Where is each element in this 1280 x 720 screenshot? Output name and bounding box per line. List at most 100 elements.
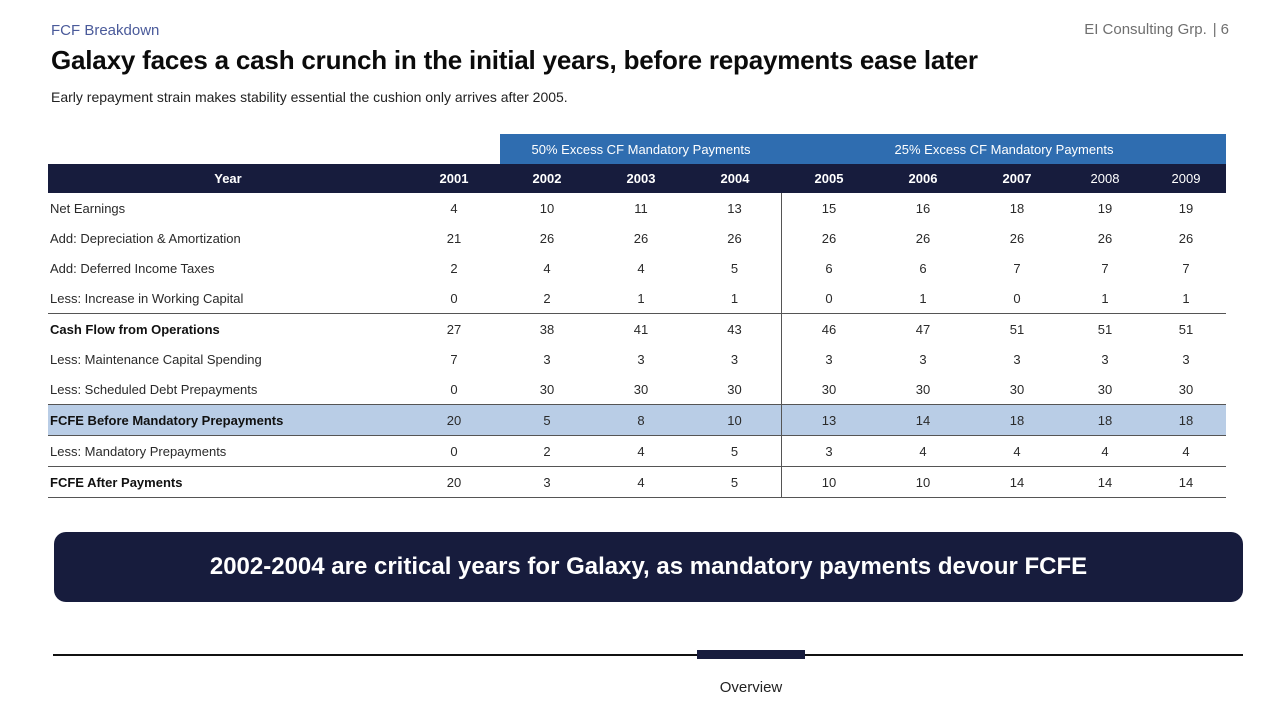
table-cell: 30 [1178,381,1194,397]
table-cell: 51 [1178,321,1194,337]
table-cell: 2 [450,260,458,276]
table-row: FCFE Before Mandatory Prepayments 20 5 8 10 1… [48,404,1226,436]
table-cell: 3 [543,474,551,490]
table-cell: 4 [637,443,645,459]
table-cell: 4 [637,260,645,276]
table-cell: 18 [1178,412,1194,428]
table-cell: 2 [543,290,551,306]
table-cell: 1 [919,290,927,306]
table-cell: 5 [688,467,782,497]
table-cell: 46 [821,321,837,337]
table-cell: 4 [1182,443,1190,459]
table-cell: 26 [821,230,837,246]
table-cell: 26 [688,223,782,253]
row-label: Net Earnings [50,200,126,216]
footer-rule [53,654,1243,656]
page-number: 6 [1220,21,1229,38]
table-cell: 14 [1097,474,1113,490]
table-cell: 7 [1182,260,1190,276]
table-row: Add: Deferred Income Taxes 2 4 4 5 6 6 7 7 7 [48,253,1226,283]
table-cell: 2 [543,443,551,459]
footer-rule-marker [697,650,805,659]
row-label: FCFE After Payments [50,474,183,490]
year-header: 2001 [439,171,469,186]
table-cell: 47 [915,321,931,337]
table-cell: 10 [915,474,931,490]
table-row: Net Earnings 4 10 11 13 15 16 18 19 19 [48,193,1226,223]
key-takeaway-banner: 2002-2004 are critical years for Galaxy,… [54,532,1243,602]
table-cell: 18 [1009,412,1025,428]
company-name: EI Consulting Grp. [1084,21,1207,38]
table-cell: 13 [821,412,837,428]
table-cell: 43 [688,314,782,344]
year-header: 2006 [908,171,938,186]
table-cell: 30 [633,381,649,397]
table-cell: 26 [1009,230,1025,246]
year-header: 2002 [532,171,562,186]
row-label: Add: Deferred Income Taxes [50,260,215,276]
table-cell: 30 [1097,381,1113,397]
table-cell: 1 [1182,290,1190,306]
table-cell: 4 [543,260,551,276]
row-label: FCFE Before Mandatory Prepayments [50,412,284,428]
table-cell: 4 [450,200,458,216]
table-cell: 5 [688,253,782,283]
table-cell: 21 [446,230,462,246]
row-label: Less: Scheduled Debt Prepayments [50,381,258,397]
table-row: Add: Depreciation & Amortization 21 26 26 26… [48,223,1226,253]
table-cell: 14 [1009,474,1025,490]
table-cell: 1 [637,290,645,306]
table-cell: 4 [1101,443,1109,459]
table-cell: 26 [539,230,555,246]
table-cell: 18 [1097,412,1113,428]
table-cell: 26 [1178,230,1194,246]
table-cell: 3 [825,443,833,459]
table-cell: 3 [1101,351,1109,367]
table-cell: 11 [634,200,648,216]
group-header-row: 50% Excess CF Mandatory Payments 25% Exc… [48,134,1226,164]
table-cell: 26 [1097,230,1113,246]
table-cell: 7 [1013,260,1021,276]
year-header-label: Year [214,171,242,186]
table-cell: 30 [915,381,931,397]
table-cell: 1 [1101,290,1109,306]
year-header: 2003 [626,171,656,186]
table-cell: 0 [450,443,458,459]
table-cell: 19 [1097,200,1113,216]
row-label: Less: Maintenance Capital Spending [50,351,262,367]
table-cell: 14 [1178,474,1194,490]
table-cell: 15 [821,200,837,216]
table-cell: 20 [446,474,462,490]
table-row: Less: Mandatory Prepayments 0 2 4 5 3 4 4 4 4 [48,436,1226,466]
table-cell: 1 [688,283,782,313]
table-row: Less: Maintenance Capital Spending 7 3 3 3 3 3… [48,344,1226,374]
footer-section-label: Overview [719,679,783,696]
table-cell: 4 [1013,443,1021,459]
table-cell: 3 [919,351,927,367]
table-cell: 5 [543,412,551,428]
table-cell: 13 [688,193,782,223]
table-cell: 3 [637,351,645,367]
table-cell: 4 [637,474,645,490]
table-cell: 0 [825,290,833,306]
table-cell: 38 [539,321,555,337]
table-row: FCFE After Payments 20 3 4 5 10 10 14 14 14 [48,466,1226,498]
row-label: Less: Increase in Working Capital [50,290,244,306]
table-cell: 10 [539,200,555,216]
table-cell: 3 [543,351,551,367]
table-cell: 3 [1013,351,1021,367]
group-header-50: 50% Excess CF Mandatory Payments [500,134,782,164]
table-cell: 3 [825,351,833,367]
fcf-table: 50% Excess CF Mandatory Payments 25% Exc… [48,134,1226,498]
table-row: Cash Flow from Operations 27 38 41 43 46 47 51 5… [48,313,1226,344]
table-cell: 14 [915,412,931,428]
section-kicker: FCF Breakdown [51,22,160,39]
table-cell: 18 [1009,200,1025,216]
table-cell: 30 [688,374,782,404]
table-cell: 20 [446,412,462,428]
group-header-25: 25% Excess CF Mandatory Payments [782,134,1226,164]
table-cell: 7 [450,351,458,367]
table-cell: 26 [915,230,931,246]
table-cell: 51 [1009,321,1025,337]
row-label: Add: Depreciation & Amortization [50,230,241,246]
